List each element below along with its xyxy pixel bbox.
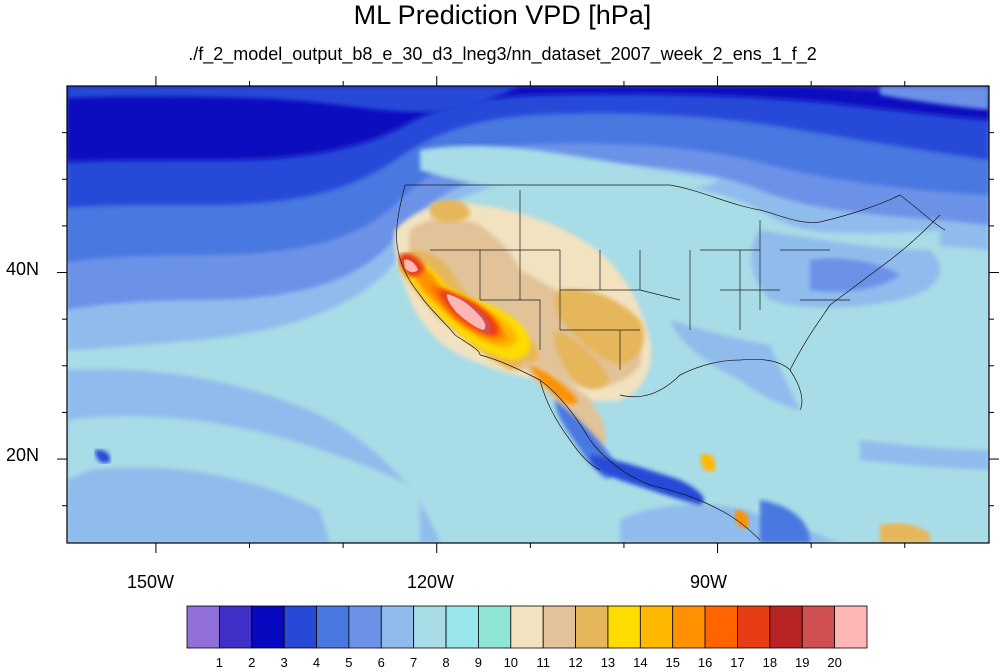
colorbar-swatch (607, 605, 641, 649)
y-tick-label-20n: 20N (6, 445, 40, 465)
plot-frame (66, 85, 990, 544)
colorbar-label: 2 (248, 655, 256, 670)
colorbar-swatch (348, 605, 382, 649)
colorbar-label: 10 (503, 655, 519, 670)
colorbar-swatch (218, 605, 253, 649)
colorbar-swatch (478, 605, 512, 649)
colorbar (186, 605, 868, 649)
x-tick-label-90w: 90W (690, 572, 728, 592)
colorbar-swatch (672, 605, 706, 649)
colorbar-swatch (283, 605, 317, 649)
colorbar-label: 13 (600, 655, 616, 670)
x-tick-label-150w: 150W (127, 572, 175, 592)
colorbar-label: 20 (827, 655, 842, 670)
colorbar-swatch (251, 605, 285, 649)
colorbar-label: 7 (410, 655, 418, 670)
x-tick-label-120w: 120W (407, 572, 455, 592)
colorbar-swatch (834, 605, 868, 649)
colorbar-swatch (542, 605, 576, 649)
political-boundaries (396, 184, 946, 541)
vpd-field (67, 86, 989, 543)
map-subtitle: ./f_2_model_output_b8_e_30_d3_lneg3/nn_d… (188, 44, 817, 64)
colorbar-label: 5 (345, 655, 353, 670)
colorbar-label: 17 (730, 655, 745, 670)
colorbar-label: 14 (633, 655, 648, 670)
colorbar-label: 19 (795, 655, 810, 670)
colorbar-swatch (186, 605, 220, 649)
axis-ticks (57, 76, 999, 553)
colorbar-swatch (445, 605, 479, 649)
colorbar-label: 8 (442, 655, 450, 670)
colorbar-label: 18 (762, 655, 778, 670)
colorbar-label: 15 (665, 655, 680, 670)
y-tick-label-40n: 40N (6, 259, 40, 279)
colorbar-label: 16 (697, 655, 713, 670)
colorbar-swatch (737, 605, 771, 649)
colorbar-label: 1 (215, 655, 223, 670)
colorbar-label: 4 (312, 655, 321, 670)
colorbar-label: 6 (377, 655, 385, 670)
colorbar-swatch (704, 605, 738, 649)
colorbar-swatch (639, 605, 674, 649)
colorbar-label: 12 (568, 655, 583, 670)
colorbar-label: 3 (280, 655, 288, 670)
colorbar-label: 11 (536, 655, 550, 670)
colorbar-swatch (380, 605, 415, 649)
colorbar-swatch (575, 605, 609, 649)
colorbar-swatch (801, 605, 836, 649)
colorbar-swatch (510, 605, 544, 649)
map-title: ML Prediction VPD [hPa] (353, 0, 652, 30)
colorbar-swatch (413, 605, 447, 649)
colorbar-swatch (316, 605, 350, 649)
colorbar-label: 9 (474, 655, 483, 670)
colorbar-swatch (769, 605, 803, 649)
